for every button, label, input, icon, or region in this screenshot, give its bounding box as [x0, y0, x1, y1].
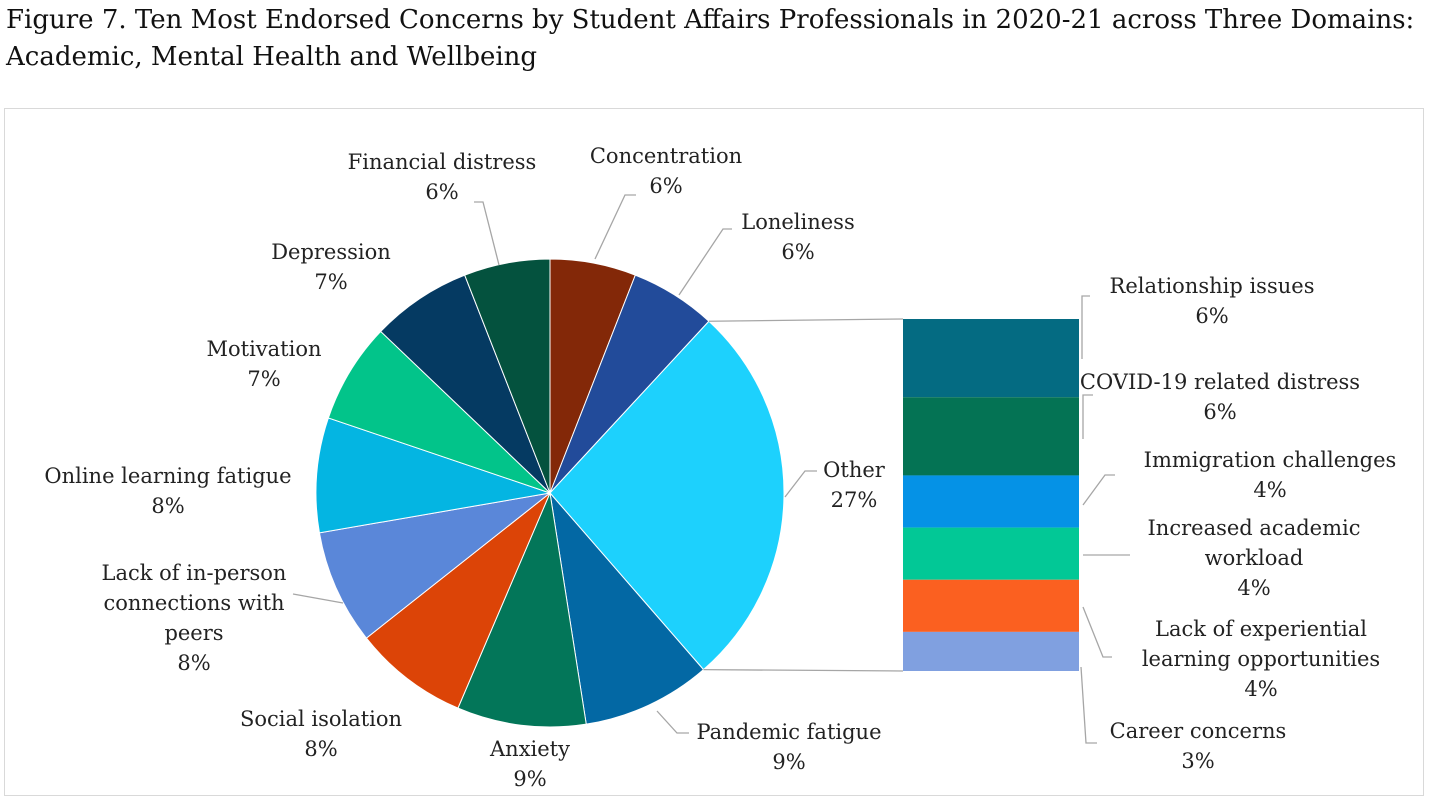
slice-label-online-learning-fatigue: Online learning fatigue 8%	[44, 464, 291, 518]
bar-label-career-concerns: Career concerns 3%	[1110, 719, 1287, 773]
bar-value-career-concerns: 3%	[1181, 749, 1214, 773]
slice-value-social-isolation: 8%	[304, 737, 337, 761]
pie-slice-pandemic-fatigue	[549, 491, 705, 725]
slice-label-motivation: Motivation 7%	[206, 337, 321, 391]
bar-label-lack-of-experiential-learning-opportunities: Lack of experiential learning opportuniti…	[1142, 617, 1380, 701]
bar-value-immigration-challenges: 4%	[1253, 478, 1286, 502]
slice-label-pandemic-fatigue: Pandemic fatigue 9%	[696, 720, 881, 774]
slice-value-concentration: 6%	[649, 174, 682, 198]
slice-value-anxiety: 9%	[513, 767, 546, 791]
leader-line-immigration-challenges	[1082, 474, 1115, 506]
slice-label-loneliness: Loneliness 6%	[741, 210, 854, 264]
bar-segment-career-concerns	[903, 631, 1079, 671]
leader-line-pandemic-fatigue	[656, 710, 689, 734]
slice-value-pandemic-fatigue: 9%	[772, 750, 805, 774]
pie-slice-financial-distress	[464, 258, 551, 494]
slice-label-concentration: Concentration 6%	[590, 144, 742, 198]
slice-label-lack-of-in-person-connections-with-peers: Lack of in-person connections with peers 8%	[102, 561, 287, 675]
leader-line-lack-of-in-person-connections-with-peers	[292, 593, 344, 604]
bar-segment-increased-academic-workload	[903, 527, 1079, 580]
leader-line-loneliness	[678, 228, 732, 296]
bar-value-increased-academic-workload: 4%	[1237, 576, 1270, 600]
slice-value-motivation: 7%	[247, 367, 280, 391]
pie-slice-social-isolation	[365, 492, 551, 709]
bar-value-covid-19-related-distress: 6%	[1203, 400, 1236, 424]
bar-segment-immigration-challenges	[903, 475, 1079, 528]
bar-label-relationship-issues: Relationship issues 6%	[1110, 274, 1315, 328]
slice-value-loneliness: 6%	[781, 240, 814, 264]
slice-label-social-isolation: Social isolation 8%	[240, 707, 402, 761]
bar-of-pie-chart: Concentration 6% Loneliness 6% Other 27% Pande…	[44, 144, 1397, 791]
bar-segment-lack-of-experiential-learning-opportunities	[903, 579, 1079, 632]
leader-line-relationship-issues	[1081, 295, 1090, 359]
connector-line-bottom	[703, 668, 904, 672]
bar-label-increased-academic-workload: Increased academic workload 4%	[1148, 516, 1361, 600]
bar-value-relationship-issues: 6%	[1195, 304, 1228, 328]
slice-label-financial-distress: Financial distress 6%	[348, 150, 537, 204]
slice-label-anxiety: Anxiety 9%	[489, 737, 570, 791]
bar-value-lack-of-experiential-learning-opportunities: 4%	[1244, 677, 1277, 701]
slice-value-other: 27%	[831, 488, 878, 512]
slice-value-depression: 7%	[314, 270, 347, 294]
leader-line-lack-of-experiential-learning-opportunities	[1082, 606, 1112, 658]
pie-slice-other	[549, 320, 785, 671]
pie-slice-online-learning-fatigue	[315, 417, 551, 534]
leader-line-other	[784, 470, 817, 498]
bar-label-immigration-challenges: Immigration challenges 4%	[1144, 448, 1397, 502]
pie-slice-anxiety	[457, 491, 587, 728]
connector-line-top	[708, 318, 904, 322]
bar-segment-relationship-issues	[903, 319, 1079, 398]
leader-line-financial-distress	[474, 201, 500, 266]
leader-line-career-concerns	[1080, 666, 1097, 744]
pie-slice-lack-of-in-person-connections-with-peers	[318, 492, 551, 639]
slice-value-lack-of-in-person-connections-with-peers: 8%	[177, 651, 210, 675]
bar-label-covid-19-related-distress: COVID-19 related distress 6%	[1080, 370, 1360, 424]
figure-title: Figure 7. Ten Most Endorsed Concerns by …	[6, 5, 1415, 72]
slice-label-other: Other 27%	[823, 458, 886, 512]
chart-area: Concentration 6% Loneliness 6% Other 27% Pande…	[4, 108, 1424, 796]
leader-line-covid-19-related-distress	[1082, 394, 1093, 439]
slice-value-online-learning-fatigue: 8%	[151, 494, 184, 518]
slice-label-depression: Depression 7%	[271, 240, 391, 294]
slice-value-financial-distress: 6%	[425, 180, 458, 204]
leader-line-concentration	[594, 194, 636, 260]
bar-segment-covid-19-related-distress	[903, 397, 1079, 476]
